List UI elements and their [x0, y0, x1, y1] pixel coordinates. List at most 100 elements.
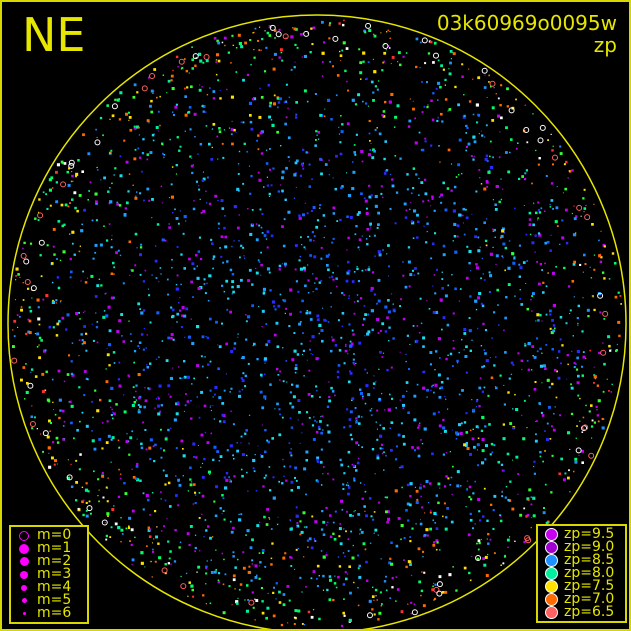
star-point	[358, 575, 362, 579]
star-point	[256, 139, 258, 142]
star-point	[266, 439, 269, 442]
star-point	[389, 37, 391, 39]
star-point	[202, 594, 205, 597]
star-point	[533, 388, 537, 391]
star-point	[421, 81, 423, 83]
star-point	[536, 337, 539, 340]
star-point	[388, 561, 392, 565]
star-point	[402, 55, 405, 58]
star-point	[68, 401, 70, 403]
star-point	[318, 575, 320, 577]
star-point	[249, 114, 252, 117]
star-point	[461, 75, 464, 78]
star-point	[132, 386, 135, 389]
star-point	[200, 390, 204, 394]
star-point	[384, 409, 386, 411]
star-point	[383, 172, 387, 175]
star-point	[321, 510, 324, 513]
star-point	[370, 227, 372, 229]
star-point	[339, 458, 342, 461]
bright-star-ring	[433, 586, 440, 593]
star-point	[332, 478, 335, 481]
star-point	[228, 127, 231, 129]
star-point	[303, 89, 307, 93]
star-point	[224, 573, 227, 576]
star-point	[294, 466, 297, 470]
star-point	[435, 87, 438, 90]
star-point	[478, 510, 481, 513]
star-point	[177, 478, 180, 482]
star-point	[345, 279, 349, 283]
star-point	[237, 333, 239, 335]
star-point	[550, 491, 553, 494]
star-point	[326, 552, 328, 554]
star-point	[181, 66, 184, 69]
star-point	[390, 173, 392, 175]
star-point	[404, 285, 408, 289]
star-point	[140, 561, 144, 565]
star-point	[448, 108, 452, 111]
star-point	[136, 462, 139, 466]
star-point	[323, 236, 325, 239]
star-point	[322, 429, 324, 431]
star-point	[480, 183, 483, 185]
star-point	[339, 218, 342, 222]
star-point	[285, 116, 288, 119]
star-point	[444, 294, 448, 298]
star-point	[261, 600, 264, 603]
star-point	[269, 101, 272, 105]
star-point	[252, 606, 255, 609]
star-point	[204, 292, 207, 295]
star-point	[23, 241, 26, 245]
star-point	[504, 316, 507, 320]
star-point	[522, 261, 526, 264]
star-point	[176, 274, 179, 277]
star-point	[434, 232, 437, 235]
star-point	[240, 468, 243, 471]
star-point	[582, 351, 585, 353]
star-point	[182, 448, 184, 450]
star-point	[299, 255, 302, 258]
star-point	[327, 472, 329, 475]
star-point	[432, 519, 434, 521]
star-point	[146, 334, 148, 336]
star-point	[283, 101, 286, 104]
star-point	[135, 465, 139, 468]
star-point	[355, 133, 358, 136]
star-point	[88, 500, 91, 503]
star-point	[108, 329, 112, 333]
star-point	[452, 347, 455, 350]
star-point	[38, 211, 40, 213]
star-point	[191, 481, 193, 483]
star-point	[394, 155, 397, 157]
star-point	[461, 338, 463, 341]
star-point	[117, 526, 121, 530]
star-point	[263, 70, 267, 73]
star-point	[370, 515, 373, 518]
star-point	[316, 460, 319, 463]
star-point	[575, 368, 579, 371]
star-point	[157, 404, 161, 408]
star-point	[433, 582, 435, 584]
star-point	[413, 418, 417, 422]
star-point	[111, 234, 113, 236]
star-point	[452, 312, 455, 315]
star-point	[540, 411, 543, 414]
star-point	[200, 212, 203, 214]
star-point	[399, 466, 401, 469]
star-point	[518, 263, 521, 266]
star-point	[111, 238, 113, 241]
star-point	[390, 541, 393, 544]
star-point	[136, 246, 138, 249]
star-point	[27, 330, 30, 334]
star-point	[232, 423, 235, 426]
star-point	[359, 533, 361, 535]
star-point	[278, 97, 282, 101]
star-point	[545, 521, 549, 525]
star-point	[495, 263, 497, 265]
star-point	[260, 375, 263, 378]
star-point	[175, 55, 179, 59]
star-point	[188, 72, 190, 74]
star-point	[13, 335, 16, 337]
star-point	[370, 286, 374, 291]
